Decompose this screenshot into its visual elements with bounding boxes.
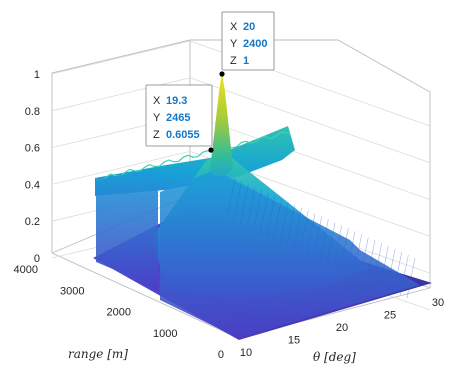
front-ripple-line xyxy=(340,228,349,269)
y-axis-ticks: 0 1000 2000 3000 4000 xyxy=(14,264,224,361)
z-tick-label: 0.4 xyxy=(25,179,40,191)
z-tick-label: 0 xyxy=(34,253,40,265)
surface xyxy=(93,72,432,340)
y-tick-label: 3000 xyxy=(60,285,84,297)
front-ripple-line xyxy=(293,207,302,248)
z-grid-line xyxy=(51,40,191,75)
x-tick-label: 20 xyxy=(336,322,348,334)
z-axis-ticks: 0 0.2 0.4 0.6 0.8 1 xyxy=(25,69,40,265)
peak-tip-z-key: Z xyxy=(230,55,237,67)
front-ripple-line xyxy=(233,180,242,222)
y-tick-label: 1000 xyxy=(153,328,177,340)
peak-tip-z-value: 1 xyxy=(243,55,249,67)
front-ripple-line xyxy=(246,186,256,227)
front-ripple-line xyxy=(280,201,289,242)
surface-front-ripples xyxy=(226,177,416,299)
front-ripple-line xyxy=(300,210,309,251)
side-tip-x-value: 19.3 xyxy=(166,95,187,107)
front-ripple-line xyxy=(400,254,409,296)
front-ripple-line xyxy=(326,222,336,263)
peak-tip-x-key: X xyxy=(230,21,238,33)
x-tick-label: 15 xyxy=(288,335,300,347)
front-ripple-line xyxy=(266,195,276,236)
side-tip-z-key: Z xyxy=(153,129,160,141)
side-tip-marker[interactable] xyxy=(208,147,214,153)
z-tick-label: 1 xyxy=(34,69,40,81)
front-ripple-line xyxy=(360,237,369,278)
front-ripple-line xyxy=(386,249,396,290)
front-ripple-line xyxy=(260,192,269,233)
front-ripple-line xyxy=(313,216,322,257)
front-ripple-line xyxy=(380,246,389,287)
surface-left-curtain xyxy=(96,168,158,292)
side-tip-y-key: Y xyxy=(153,112,161,124)
z-tick-label: 0.8 xyxy=(25,106,40,118)
surface-front-curtain xyxy=(160,170,420,338)
side-tip-x-key: X xyxy=(153,95,161,107)
front-ripple-line xyxy=(286,204,296,245)
front-ripple-line xyxy=(306,213,316,254)
x-tick-label: 25 xyxy=(384,310,396,322)
peak-tip-y-key: Y xyxy=(230,38,238,50)
side-tip-y-value: 2465 xyxy=(166,112,190,124)
x-tick-label: 10 xyxy=(240,347,252,359)
z-grid-line xyxy=(189,77,431,164)
front-ripple-line xyxy=(253,189,262,230)
front-ripple-line xyxy=(346,231,356,272)
front-ripple-line xyxy=(373,243,382,284)
x-axis-label: θ [deg] xyxy=(313,350,356,364)
surface-back-ridge xyxy=(95,126,295,258)
z-grid-line xyxy=(51,77,191,112)
y-tick-label: 2000 xyxy=(107,307,131,319)
peak-tip-y-value: 2400 xyxy=(243,38,267,50)
x-tick-label: 30 xyxy=(432,297,444,309)
z-tick-label: 0.6 xyxy=(25,143,40,155)
front-ripple-line xyxy=(353,234,362,275)
y-tick-label: 4000 xyxy=(14,264,38,276)
front-ripple-line xyxy=(320,219,329,260)
surface-main-peak xyxy=(210,72,233,176)
side-datatip[interactable]: X 19.3 Y 2465 Z 0.6055 xyxy=(145,84,213,147)
peak-datatip[interactable]: X 20 Y 2400 Z 1 xyxy=(221,11,275,71)
front-ripple-line xyxy=(366,240,376,281)
y-tick-label: 0 xyxy=(218,349,224,361)
peak-tip-marker[interactable] xyxy=(219,71,225,77)
y-axis-label: range [m] xyxy=(68,347,128,361)
front-ripple-line xyxy=(393,252,402,293)
peak-tip-x-value: 20 xyxy=(243,21,255,33)
z-tick-label: 0.2 xyxy=(25,216,40,228)
front-ripple-line xyxy=(333,225,342,266)
surface-back-ripple xyxy=(95,131,291,182)
front-ripple-line xyxy=(273,198,282,239)
side-tip-z-value: 0.6055 xyxy=(166,129,200,141)
x-axis-ticks: 10 15 20 25 30 xyxy=(240,297,444,359)
front-ripple-line xyxy=(406,257,416,299)
front-ripple-line xyxy=(226,177,236,219)
z-grid-line xyxy=(51,151,191,185)
front-ripple-line xyxy=(240,183,249,224)
z-grid-line xyxy=(189,114,431,200)
